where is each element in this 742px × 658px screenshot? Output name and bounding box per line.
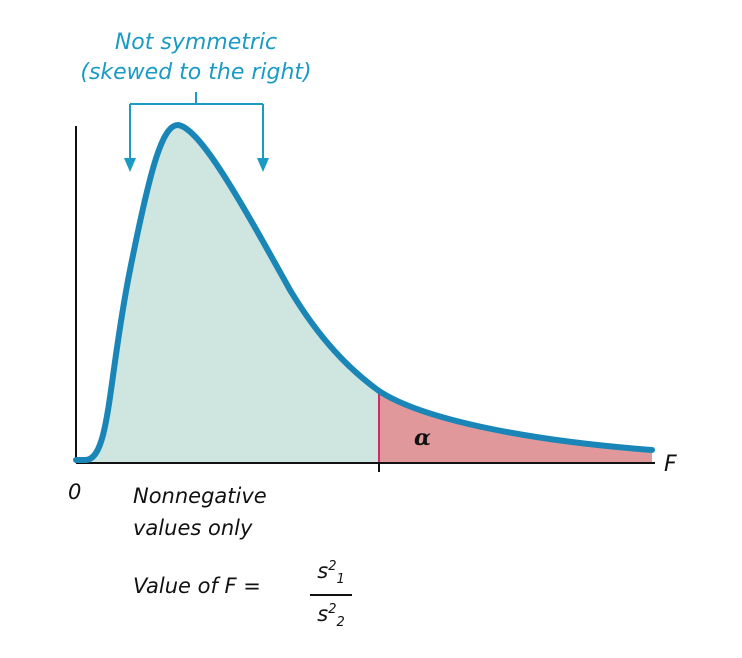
fraction-numerator: s21 (306, 555, 356, 592)
skew-bracket (124, 92, 269, 172)
alpha-label: α (414, 425, 431, 451)
left-arrow-head (124, 158, 136, 172)
skew-annotation: Not symmetric (skewed to the right) (36, 28, 356, 88)
nonnegative-note: Nonnegative values only (133, 480, 267, 544)
origin-label: 0 (68, 480, 82, 504)
right-arrow-head (257, 158, 269, 172)
fraction-bar (310, 594, 352, 597)
fraction-denominator: s22 (306, 598, 356, 635)
numerator-base: s (317, 559, 329, 583)
non-rejection-area (76, 125, 379, 463)
variance-ratio-fraction: s21 s22 (306, 555, 356, 635)
nonnegative-line1: Nonnegative (133, 484, 267, 508)
nonnegative-line2: values only (133, 516, 253, 540)
denominator-sub: 2 (336, 615, 345, 631)
skew-annotation-line1: Not symmetric (114, 30, 278, 55)
numerator-sup: 2 (328, 559, 337, 574)
skew-annotation-line2: (skewed to the right) (80, 60, 312, 85)
x-axis-label: F (664, 452, 677, 477)
formula-prefix: Value of F = (133, 574, 261, 598)
denominator-base: s (317, 602, 329, 627)
numerator-sub: 1 (336, 572, 345, 588)
denominator-sup: 2 (328, 602, 337, 618)
f-density-curve (73, 121, 655, 463)
